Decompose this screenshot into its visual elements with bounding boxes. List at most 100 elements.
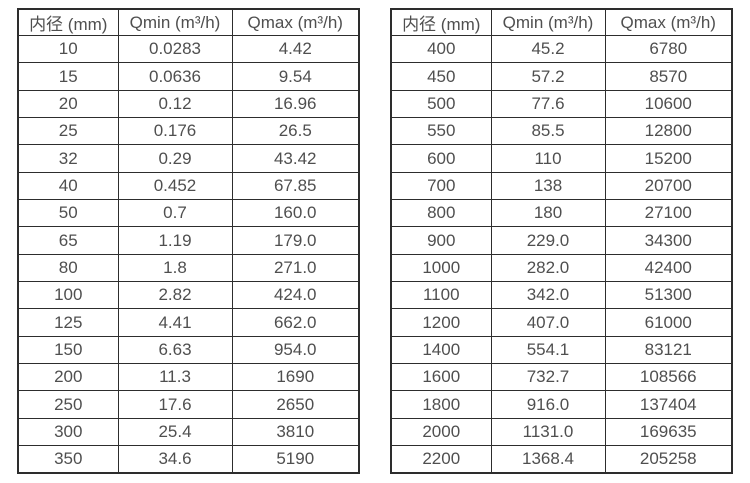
cell: 4.42 <box>231 34 360 64</box>
cell: 43.42 <box>231 144 360 173</box>
cell: 954.0 <box>231 335 360 365</box>
table-row: 32 0.29 43.42 <box>17 144 360 173</box>
cell: 700 <box>390 171 492 201</box>
cell: 20700 <box>604 171 733 201</box>
cell: 550 <box>390 117 492 146</box>
table-row: 10 0.0283 4.42 <box>17 34 360 64</box>
cell: 61000 <box>604 308 733 337</box>
cell: 0.176 <box>117 117 233 146</box>
table-row: 450 57.2 8570 <box>390 62 733 91</box>
cell: 282.0 <box>490 253 606 283</box>
cell: 2.82 <box>117 281 233 310</box>
cell: 10600 <box>604 89 733 119</box>
cell: 100 <box>17 281 119 310</box>
table-row: 2200 1368.4 205258 <box>390 445 733 474</box>
cell: 1690 <box>231 363 360 392</box>
cell: 1131.0 <box>490 417 606 447</box>
cell: 2200 <box>390 445 492 474</box>
column-header-qmax: Qmax (m³/h) <box>604 8 733 36</box>
flow-table-1: 内径 (mm) Qmin (m³/h) Qmax (m³/h) 400 45.2 6… <box>390 8 733 474</box>
cell: 83121 <box>604 335 733 365</box>
cell: 51300 <box>604 281 733 310</box>
table-row: 80 1.8 271.0 <box>17 253 360 283</box>
table-body: 400 45.2 6780 450 57.2 8570 500 77.6 10600 550 85.… <box>390 34 733 474</box>
cell: 554.1 <box>490 335 606 365</box>
cell: 4.41 <box>117 308 233 337</box>
table-row: 50 0.7 160.0 <box>17 199 360 228</box>
cell: 50 <box>17 199 119 228</box>
cell: 200 <box>17 363 119 392</box>
cell: 1000 <box>390 253 492 283</box>
cell: 45.2 <box>490 34 606 64</box>
table-row: 100 2.82 424.0 <box>17 281 360 310</box>
table-row: 350 34.6 5190 <box>17 445 360 474</box>
cell: 34.6 <box>117 445 233 474</box>
cell: 732.7 <box>490 363 606 392</box>
cell: 25.4 <box>117 417 233 447</box>
cell: 350 <box>17 445 119 474</box>
cell: 20 <box>17 89 119 119</box>
flow-table-0: 内径 (mm) Qmin (m³/h) Qmax (m³/h) 10 0.0283… <box>17 8 360 474</box>
cell: 138 <box>490 171 606 201</box>
cell: 16.96 <box>231 89 360 119</box>
cell: 800 <box>390 199 492 228</box>
cell: 179.0 <box>231 226 360 255</box>
cell: 1200 <box>390 308 492 337</box>
table-row: 550 85.5 12800 <box>390 117 733 146</box>
cell: 250 <box>17 390 119 419</box>
cell: 0.452 <box>117 171 233 201</box>
cell: 85.5 <box>490 117 606 146</box>
cell: 12800 <box>604 117 733 146</box>
table-row: 500 77.6 10600 <box>390 89 733 119</box>
table-row: 1400 554.1 83121 <box>390 335 733 365</box>
cell: 137404 <box>604 390 733 419</box>
cell: 0.29 <box>117 144 233 173</box>
cell: 5190 <box>231 445 360 474</box>
cell: 1.19 <box>117 226 233 255</box>
cell: 169635 <box>604 417 733 447</box>
cell: 80 <box>17 253 119 283</box>
table-row: 200 11.3 1690 <box>17 363 360 392</box>
cell: 300 <box>17 417 119 447</box>
table-row: 65 1.19 179.0 <box>17 226 360 255</box>
table-row: 40 0.452 67.85 <box>17 171 360 201</box>
cell: 34300 <box>604 226 733 255</box>
table-row: 700 138 20700 <box>390 171 733 201</box>
table-row: 1600 732.7 108566 <box>390 363 733 392</box>
cell: 1400 <box>390 335 492 365</box>
table-row: 2000 1131.0 169635 <box>390 417 733 447</box>
cell: 57.2 <box>490 62 606 91</box>
cell: 32 <box>17 144 119 173</box>
cell: 15 <box>17 62 119 91</box>
column-header-qmax: Qmax (m³/h) <box>231 8 360 36</box>
table-row: 20 0.12 16.96 <box>17 89 360 119</box>
column-header-qmin: Qmin (m³/h) <box>117 8 233 36</box>
cell: 77.6 <box>490 89 606 119</box>
cell: 424.0 <box>231 281 360 310</box>
header-row: 内径 (mm) Qmin (m³/h) Qmax (m³/h) <box>390 8 733 36</box>
cell: 160.0 <box>231 199 360 228</box>
cell: 6780 <box>604 34 733 64</box>
cell: 400 <box>390 34 492 64</box>
cell: 0.12 <box>117 89 233 119</box>
table-row: 300 25.4 3810 <box>17 417 360 447</box>
table-row: 1800 916.0 137404 <box>390 390 733 419</box>
column-header-diameter: 内径 (mm) <box>390 8 492 36</box>
table-body: 10 0.0283 4.42 15 0.0636 9.54 20 0.12 16.96 25 0.1… <box>17 34 360 474</box>
cell: 500 <box>390 89 492 119</box>
cell: 271.0 <box>231 253 360 283</box>
cell: 150 <box>17 335 119 365</box>
cell: 180 <box>490 199 606 228</box>
cell: 125 <box>17 308 119 337</box>
table-row: 600 110 15200 <box>390 144 733 173</box>
table-row: 900 229.0 34300 <box>390 226 733 255</box>
cell: 1600 <box>390 363 492 392</box>
cell: 27100 <box>604 199 733 228</box>
cell: 0.0636 <box>117 62 233 91</box>
cell: 26.5 <box>231 117 360 146</box>
header-row: 内径 (mm) Qmin (m³/h) Qmax (m³/h) <box>17 8 360 36</box>
column-header-qmin: Qmin (m³/h) <box>490 8 606 36</box>
cell: 0.0283 <box>117 34 233 64</box>
cell: 15200 <box>604 144 733 173</box>
cell: 17.6 <box>117 390 233 419</box>
